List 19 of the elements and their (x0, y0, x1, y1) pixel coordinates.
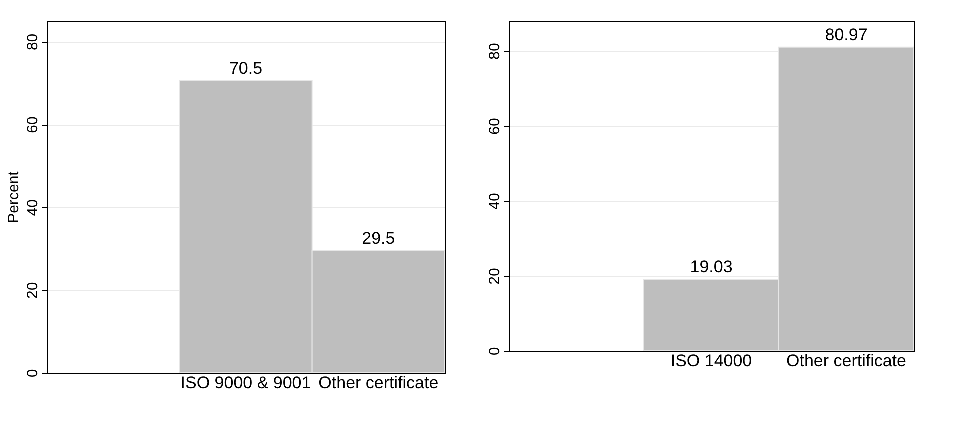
data-label: 29.5 (362, 228, 396, 248)
x-tick-label: Other certificate (786, 352, 906, 370)
y-tick-label: 20 (24, 282, 42, 300)
x-tick-label: ISO 9000 & 9001 (180, 374, 312, 392)
data-label: 80.97 (825, 25, 868, 44)
y-tick-label: 0 (486, 347, 504, 356)
x-tick-label: Other certificate (318, 374, 439, 392)
y-tick-label: 60 (24, 116, 42, 134)
y-tick-label: 20 (486, 268, 504, 285)
y-tick-label: 80 (486, 43, 504, 60)
y-tick-label: 60 (486, 118, 504, 135)
y-tick-label: 40 (486, 193, 504, 210)
y-tick-label: 40 (24, 200, 42, 216)
data-label: 70.5 (229, 59, 263, 78)
y-axis-title: Percent (6, 170, 22, 224)
y-tick-label: 0 (24, 369, 42, 378)
data-label: 19.03 (690, 258, 733, 277)
y-tick-label: 80 (24, 34, 42, 51)
x-tick-label: ISO 14000 (670, 352, 752, 370)
